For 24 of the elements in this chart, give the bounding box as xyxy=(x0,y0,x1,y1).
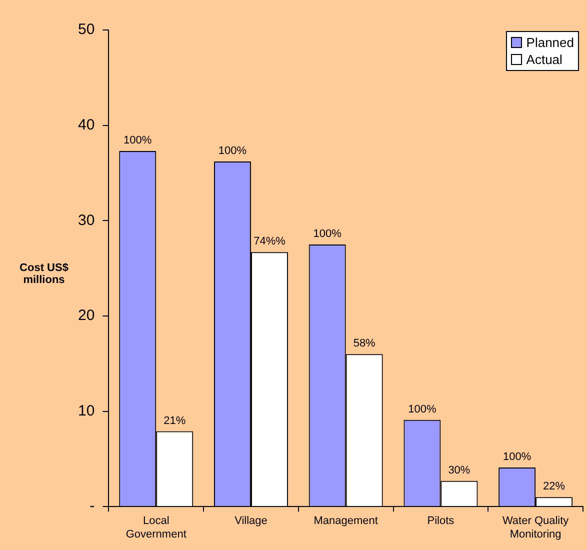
annotation: 100% xyxy=(313,228,342,240)
x-tick-label: Village xyxy=(234,515,268,528)
annotation: 74%% xyxy=(254,236,286,248)
annotation: 100% xyxy=(218,145,247,158)
annotation: 22% xyxy=(543,480,566,493)
y-tick-label: 50 xyxy=(78,21,95,38)
annotation: 100% xyxy=(408,403,436,416)
x-tick-label: Pilots xyxy=(427,515,455,528)
x-tick-label: Management xyxy=(314,515,378,528)
annotation: 21% xyxy=(164,414,186,427)
annotation: 58% xyxy=(353,338,376,350)
y-tick-label: 40 xyxy=(78,116,95,134)
legend-label: Actual xyxy=(526,52,562,67)
y-axis-title: Cost US$ millions xyxy=(18,262,70,286)
x-tick-label: Local Government xyxy=(126,515,186,540)
y-tick-label: 20 xyxy=(78,307,95,324)
y-tick-label: - xyxy=(90,498,95,515)
legend-label: Planned xyxy=(526,35,574,50)
annotation: 100% xyxy=(124,134,152,147)
y-tick-label: 10 xyxy=(78,402,95,420)
x-tick-label: Water Quality Monitoring xyxy=(502,515,570,540)
annotation: 100% xyxy=(503,451,532,464)
annotation: 30% xyxy=(448,464,470,476)
y-tick-label: 30 xyxy=(78,212,95,229)
